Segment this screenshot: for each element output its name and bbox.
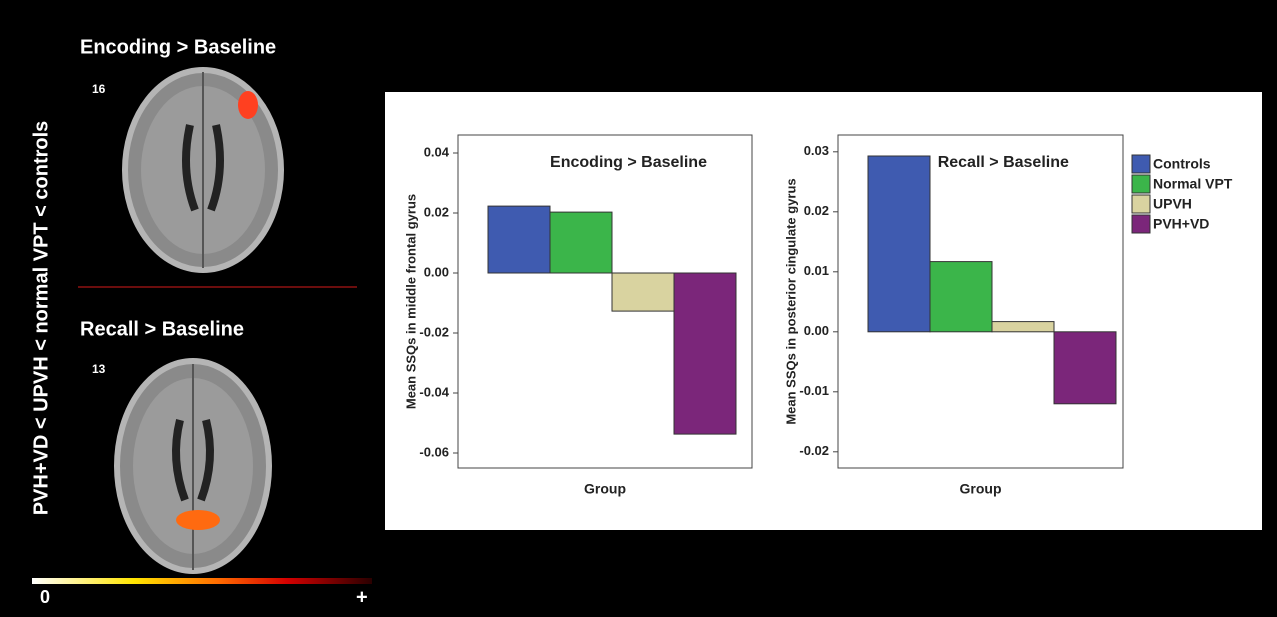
bar: [930, 262, 992, 332]
bar: [1054, 332, 1116, 404]
y-axis-label: Mean SSQs in posterior cingulate gyrus: [783, 178, 798, 424]
slice-number: 13: [92, 362, 106, 376]
legend-label: UPVH: [1153, 196, 1192, 212]
panel-title: Recall > Baseline: [80, 318, 244, 340]
figure: PVH+VD < UPVH < normal VPT < controls En…: [0, 0, 1277, 617]
y-tick-label: -0.04: [419, 384, 449, 399]
y-tick-label: -0.01: [799, 383, 829, 398]
y-axis-label: Mean SSQs in middle frontal gyrus: [403, 194, 418, 409]
bar: [550, 212, 612, 273]
panel-title: Encoding > Baseline: [80, 36, 276, 58]
legend-swatch: [1132, 155, 1150, 173]
x-axis-label: Group: [584, 481, 626, 497]
chart-title: Recall > Baseline: [938, 154, 1069, 171]
colorbar: [32, 578, 372, 584]
y-tick-label: 0.04: [424, 144, 450, 159]
x-axis-label: Group: [960, 481, 1002, 497]
y-tick-label: -0.02: [419, 324, 449, 339]
colorbar-min: 0: [40, 587, 50, 607]
y-tick-label: 0.02: [424, 204, 449, 219]
bar: [612, 273, 674, 311]
y-tick-label: 0.01: [804, 263, 829, 278]
legend-label: PVH+VD: [1153, 216, 1209, 232]
slice-number: 16: [92, 82, 106, 96]
legend-swatch: [1132, 195, 1150, 213]
bar: [674, 273, 736, 434]
brain-image: [117, 361, 269, 571]
legend-swatch: [1132, 175, 1150, 193]
bar: [488, 206, 550, 273]
brain-image: [125, 70, 281, 270]
y-tick-label: 0.00: [804, 323, 829, 338]
legend-label: Controls: [1153, 156, 1211, 172]
side-label: PVH+VD < UPVH < normal VPT < controls: [30, 121, 52, 516]
y-tick-label: 0.02: [804, 203, 829, 218]
legend-label: Normal VPT: [1153, 176, 1233, 192]
bar: [868, 156, 930, 332]
y-tick-label: 0.00: [424, 264, 449, 279]
bar: [992, 322, 1054, 332]
colorbar-max: +: [356, 586, 368, 608]
chart-title: Encoding > Baseline: [550, 154, 707, 171]
y-tick-label: -0.02: [799, 443, 829, 458]
legend-swatch: [1132, 215, 1150, 233]
y-tick-label: -0.06: [419, 444, 449, 459]
y-tick-label: 0.03: [804, 143, 829, 158]
